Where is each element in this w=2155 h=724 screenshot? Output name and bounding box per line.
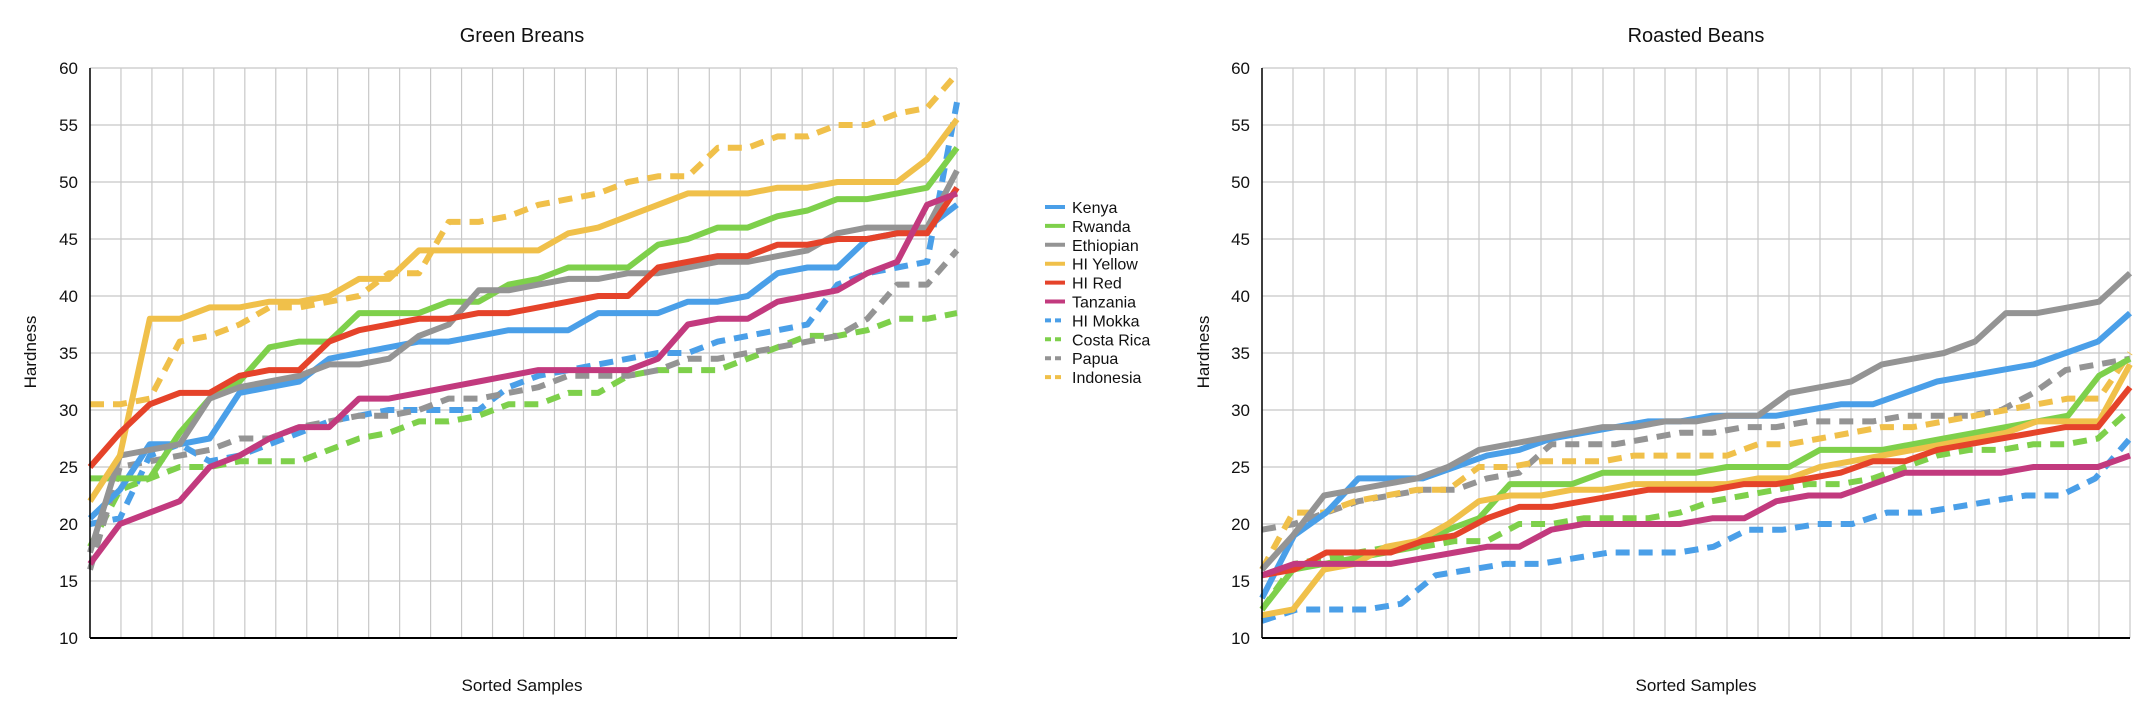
roasted-beans-series-tanzania <box>1260 452 2132 579</box>
green-beans-axes <box>89 68 957 639</box>
roasted-beans-y-tick-20: 20 <box>1231 515 1250 534</box>
green-beans-y-tick-20: 20 <box>59 515 78 534</box>
green-beans-series <box>87 71 960 571</box>
green-beans-series-hi-red <box>87 186 960 469</box>
green-beans-series-kenya <box>87 202 959 521</box>
legend-label-ethiopian: Ethiopian <box>1072 238 1139 255</box>
roasted-beans-y-tick-40: 40 <box>1231 287 1250 306</box>
roasted-beans-series-ethiopian <box>1259 270 2133 572</box>
legend-label-kenya: Kenya <box>1072 200 1117 217</box>
green-beans-chart: 10 15 20 25 30 35 40 45 50 55 60 Green Breans Sort… <box>21 25 960 695</box>
legend-label-rwanda: Rwanda <box>1072 219 1131 236</box>
green-beans-y-tick-45: 45 <box>59 230 78 249</box>
legend-label-hi-red: HI Red <box>1072 276 1122 293</box>
roasted-beans-series-hi-yellow <box>1261 362 2133 619</box>
roasted-beans-axes <box>1261 68 2130 639</box>
roasted-beans-series <box>1259 270 2133 624</box>
roasted-beans-chart: 10 15 20 25 30 35 40 45 50 55 60 Roasted Beans Sor… <box>1194 25 2133 695</box>
green-beans-series-papua <box>87 248 960 571</box>
green-beans-series-hi-yellow <box>87 117 960 503</box>
legend-label-hi-mokka: HI Mokka <box>1072 313 1140 330</box>
green-beans-series-indonesia <box>90 71 960 408</box>
roasted-beans-y-axis-label: Hardness <box>1194 316 1213 389</box>
roasted-beans-y-tick-35: 35 <box>1231 344 1250 363</box>
roasted-beans-y-tick-50: 50 <box>1231 173 1250 192</box>
green-beans-y-tick-30: 30 <box>59 401 78 420</box>
green-beans-y-tick-15: 15 <box>59 572 78 591</box>
legend-label-indonesia: Indonesia <box>1072 370 1141 387</box>
green-beans-y-tick-50: 50 <box>59 173 78 192</box>
green-beans-y-tick-60: 60 <box>59 59 78 78</box>
roasted-beans-series-hi-mokka <box>1261 436 2133 624</box>
green-beans-series-ethiopian <box>87 169 960 554</box>
green-beans-y-ticks: 10 15 20 25 30 35 40 45 50 55 60 <box>59 59 78 648</box>
roasted-beans-series-papua <box>1261 355 2131 533</box>
green-beans-x-axis-label: Sorted Samples <box>462 676 583 695</box>
roasted-beans-x-axis-label: Sorted Samples <box>1636 676 1757 695</box>
green-beans-y-tick-55: 55 <box>59 116 78 135</box>
legend-label-papua: Papua <box>1072 351 1118 368</box>
green-beans-title: Green Breans <box>460 25 585 47</box>
green-beans-y-tick-25: 25 <box>59 458 78 477</box>
green-beans-y-axis-label: Hardness <box>21 316 40 389</box>
roasted-beans-y-tick-60: 60 <box>1231 59 1250 78</box>
legend-label-hi-yellow: HI Yellow <box>1072 257 1138 274</box>
legend: Kenya Rwanda Ethiopian HI Yellow HI Red Tanza… <box>1045 200 1150 387</box>
roasted-beans-title: Roasted Beans <box>1628 25 1765 47</box>
green-beans-y-tick-40: 40 <box>59 287 78 306</box>
roasted-beans-y-tick-45: 45 <box>1231 230 1250 249</box>
legend-label-tanzania: Tanzania <box>1072 295 1136 312</box>
green-beans-y-tick-10: 10 <box>59 629 78 648</box>
roasted-beans-y-tick-10: 10 <box>1231 629 1250 648</box>
legend-label-costa-rica: Costa Rica <box>1072 332 1150 349</box>
green-beans-series-tanzania <box>87 190 959 566</box>
roasted-beans-series-hi-red <box>1261 385 2133 579</box>
green-beans-series-costa-rica <box>87 310 958 549</box>
roasted-beans-y-tick-55: 55 <box>1231 116 1250 135</box>
roasted-beans-y-tick-25: 25 <box>1231 458 1250 477</box>
roasted-beans-y-tick-30: 30 <box>1231 401 1250 420</box>
green-beans-y-tick-35: 35 <box>59 344 78 363</box>
green-beans-series-rwanda <box>90 146 960 482</box>
roasted-beans-y-tick-15: 15 <box>1231 572 1250 591</box>
roasted-beans-y-ticks: 10 15 20 25 30 35 40 45 50 55 60 <box>1231 59 1250 648</box>
